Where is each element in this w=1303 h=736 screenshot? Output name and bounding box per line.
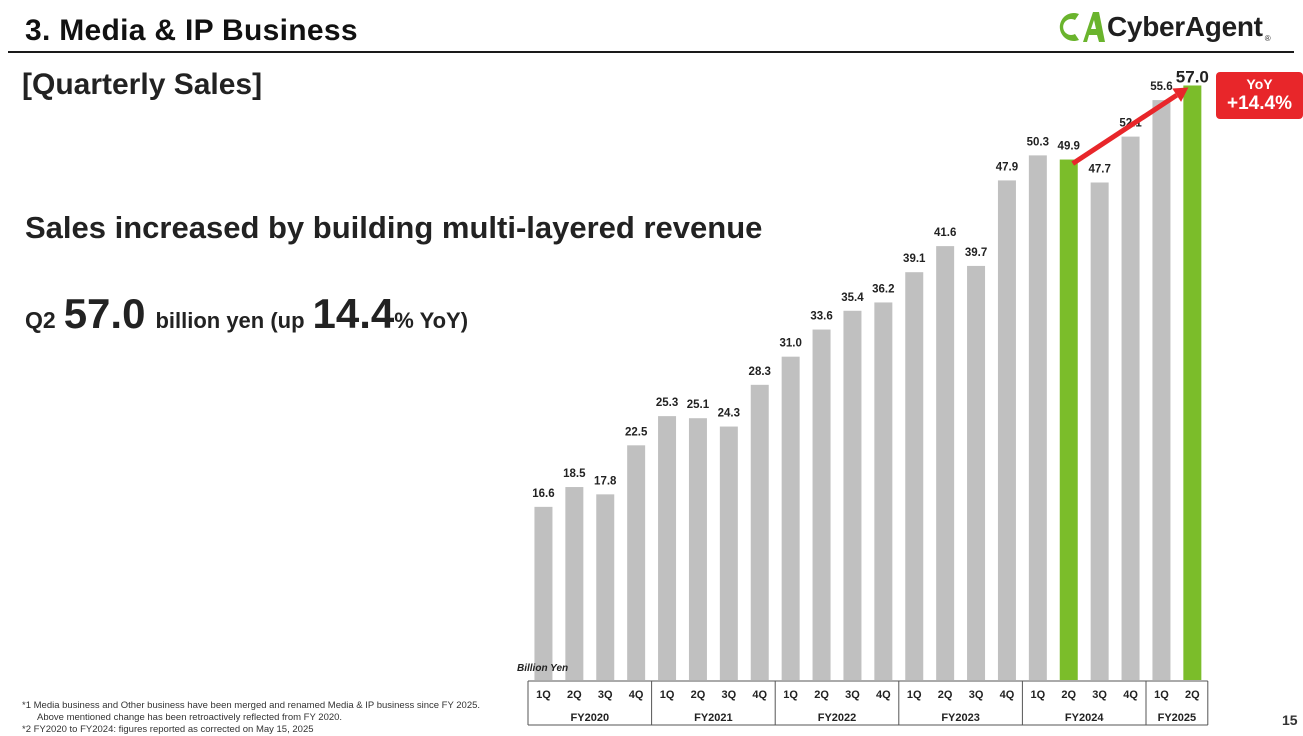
title-divider xyxy=(8,51,1294,53)
data-label: 16.6 xyxy=(532,488,554,500)
data-label: 17.8 xyxy=(594,475,617,487)
yoy-badge: YoY +14.4% xyxy=(1216,72,1303,119)
quarter-tick-label: 2Q xyxy=(691,689,706,701)
bar xyxy=(658,416,677,680)
footnote-2: *2 FY2020 to FY2024: figures reported as… xyxy=(22,724,314,735)
fiscal-year-label: FY2022 xyxy=(818,712,857,724)
quarter-tick-label: 4Q xyxy=(752,689,767,701)
quarter-tick-label: 3Q xyxy=(1092,689,1107,701)
quarter-tick-label: 1Q xyxy=(907,689,922,701)
data-label: 50.3 xyxy=(1027,136,1049,148)
quarter-tick-label: 3Q xyxy=(598,689,613,701)
quarter-tick-label: 4Q xyxy=(629,689,644,701)
data-label: 36.2 xyxy=(872,283,894,295)
data-label: 41.6 xyxy=(934,227,956,239)
bar xyxy=(627,445,646,680)
cyberagent-logo: CyberAgent ® xyxy=(1053,6,1283,48)
data-label: 25.3 xyxy=(656,397,678,409)
bar xyxy=(1090,182,1109,680)
quarter-tick-label: 1Q xyxy=(1154,689,1169,701)
page-title: 3. Media & IP Business xyxy=(25,14,358,47)
quarter-tick-label: 2Q xyxy=(938,689,953,701)
data-label: 24.3 xyxy=(718,408,740,420)
quarter-tick-label: 4Q xyxy=(1123,689,1138,701)
bar xyxy=(1183,85,1202,681)
data-label: 39.7 xyxy=(965,247,987,259)
fiscal-year-label: FY2021 xyxy=(694,712,733,724)
data-label: 33.6 xyxy=(810,311,832,323)
yoy-arrow-head xyxy=(1172,87,1189,102)
data-label: 28.3 xyxy=(749,366,771,378)
q2-tail: % YoY) xyxy=(394,308,469,333)
quarter-tick-label: 1Q xyxy=(660,689,675,701)
data-label: 39.1 xyxy=(903,253,926,265)
data-label: 55.6 xyxy=(1150,81,1172,93)
bar xyxy=(1152,100,1171,681)
bar xyxy=(936,246,955,680)
bar xyxy=(874,302,893,680)
data-label: 57.0 xyxy=(1176,67,1209,86)
footnote-1-cont: Above mentioned change has been retroact… xyxy=(37,712,343,723)
bar xyxy=(565,487,584,680)
data-label: 22.5 xyxy=(625,426,648,438)
data-label: 47.9 xyxy=(996,161,1018,173)
bar xyxy=(843,310,862,680)
bar xyxy=(688,418,707,680)
bar xyxy=(812,329,831,680)
data-label: 25.1 xyxy=(687,399,710,411)
data-label: 31.0 xyxy=(779,338,801,350)
bar xyxy=(1121,136,1140,681)
data-label: 47.7 xyxy=(1088,163,1110,175)
fiscal-year-label: FY2023 xyxy=(941,712,980,724)
quarter-tick-label: 1Q xyxy=(1031,689,1046,701)
quarter-tick-label: 1Q xyxy=(536,689,551,701)
quarter-tick-label: 3Q xyxy=(722,689,737,701)
yoy-badge-label: YoY xyxy=(1246,76,1273,92)
quarter-tick-label: 3Q xyxy=(845,689,860,701)
logo-mark-icon xyxy=(1059,12,1105,42)
fiscal-year-label: FY2024 xyxy=(1065,712,1104,724)
bar xyxy=(967,265,986,680)
data-label: 18.5 xyxy=(563,468,586,480)
footnote-1: *1 Media business and Other business hav… xyxy=(22,700,481,711)
page-number: 15 xyxy=(1282,712,1298,728)
q2-summary: Q2 57.0 billion yen (up 14.4 % YoY) xyxy=(25,290,468,338)
fiscal-year-label: FY2025 xyxy=(1158,712,1197,724)
fiscal-year-label: FY2020 xyxy=(571,712,610,724)
registered-mark: ® xyxy=(1264,33,1271,43)
bar xyxy=(596,494,615,680)
q2-unit: billion yen (up xyxy=(155,308,305,333)
bar xyxy=(1028,155,1047,681)
section-subtitle: [Quarterly Sales] xyxy=(22,68,263,101)
q2-label: Q2 xyxy=(25,307,56,333)
yoy-badge-value: +14.4% xyxy=(1227,93,1292,114)
data-label: 35.4 xyxy=(841,292,864,304)
quarter-tick-label: 2Q xyxy=(1185,689,1200,701)
bar xyxy=(1059,159,1078,681)
logo-wordmark: CyberAgent xyxy=(1107,11,1263,42)
bar xyxy=(905,272,924,680)
quarter-tick-label: 4Q xyxy=(876,689,891,701)
q2-growth-pct: 14.4 xyxy=(312,290,395,337)
headline: Sales increased by building multi-layere… xyxy=(25,210,763,245)
quarter-tick-label: 2Q xyxy=(1061,689,1076,701)
bar xyxy=(997,180,1016,680)
bar xyxy=(781,356,800,680)
quarter-tick-label: 2Q xyxy=(567,689,582,701)
data-label: 49.9 xyxy=(1058,141,1080,153)
bar xyxy=(534,506,553,680)
footnotes: *1 Media business and Other business hav… xyxy=(22,700,512,736)
quarter-tick-label: 2Q xyxy=(814,689,829,701)
quarter-tick-label: 3Q xyxy=(969,689,984,701)
quarter-tick-label: 1Q xyxy=(783,689,798,701)
bar xyxy=(750,384,769,680)
bar xyxy=(719,426,738,680)
unit-label: Billion Yen xyxy=(517,663,568,674)
quarter-tick-label: 4Q xyxy=(1000,689,1015,701)
q2-value: 57.0 xyxy=(63,290,146,337)
yoy-arrow-line xyxy=(1071,93,1179,166)
